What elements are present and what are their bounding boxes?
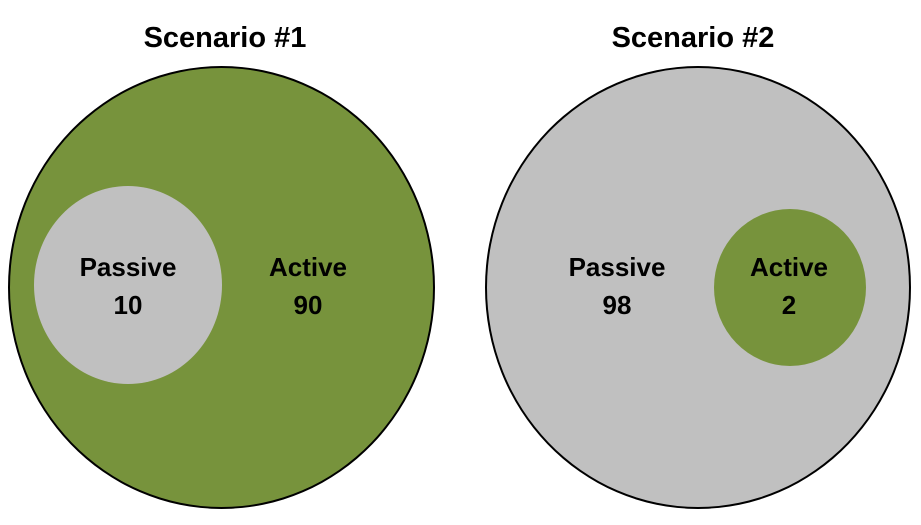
scenario-2-active-circle (714, 209, 866, 366)
scenario-1-passive-label: Passive 10 (48, 248, 208, 324)
scenario-2-active-label-text: Active (749, 252, 829, 282)
scenario-2-passive-label-text: Passive (568, 252, 666, 282)
scenario-2-active-value: 2 (781, 290, 797, 320)
scenario-1-active-label: Active 90 (228, 248, 388, 324)
scenario-2-title: Scenario #2 (611, 22, 775, 54)
scenario-1-active-value: 90 (293, 290, 323, 320)
scenario-1-title: Scenario #1 (143, 22, 307, 54)
scenario-2-active-label: Active 2 (709, 248, 869, 324)
scenario-1-passive-value: 10 (113, 290, 143, 320)
scenario-1-passive-label-text: Passive (79, 252, 177, 282)
scenario-1-passive-circle (34, 186, 222, 384)
scenario-2-passive-label: Passive 98 (537, 248, 697, 324)
scenario-1-active-label-text: Active (268, 252, 348, 282)
scenario-2-passive-value: 98 (602, 290, 632, 320)
